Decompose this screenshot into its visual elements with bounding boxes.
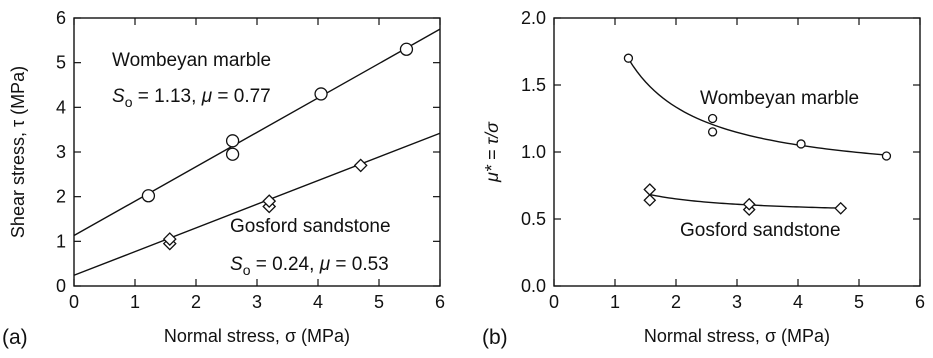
plot-area-b [553,17,921,287]
data-points-a [141,42,414,251]
point-wombeyan-marble [707,127,718,137]
x-axis-label-a: Normal stress, σ (MPa) [164,326,350,346]
y-tick-label: 5 [56,53,66,73]
y-ticks-b: 0.0 0.5 1.0 1.5 2.0 [521,8,920,296]
point-gosford-sandstone [742,197,756,211]
x-tick-label: 3 [732,292,742,312]
x-tick-label: 5 [374,292,384,312]
point-wombeyan-marble [314,87,328,101]
point-gosford-sandstone [643,183,657,196]
data-points-b [623,53,892,217]
point-wombeyan-marble [881,151,892,161]
fit-line-gosford-sandstone [73,132,441,276]
x-tick-label: 1 [610,292,620,312]
y-axis-label-b: μ* = τ/σ [482,121,502,183]
annotation-wombeyan-a: Wombeyan marble [112,50,271,71]
point-wombeyan-marble [399,42,414,56]
annotation-wombeyan-b: Wombeyan marble [700,88,859,109]
y-tick-label: 1.5 [521,75,546,95]
point-gosford-sandstone [262,194,277,209]
panel-b: 0 1 2 3 4 5 6 0.0 0.5 1.0 1.5 2.0 Normal stress, σ… [482,8,925,349]
x-tick-label: 5 [854,292,864,312]
y-tick-label: 1 [56,231,66,251]
y-tick-label: 0 [56,276,66,296]
y-tick-label: 4 [56,97,66,117]
point-wombeyan-marble [707,113,718,124]
y-tick-label: 2 [56,187,66,207]
fit-lines-a [73,28,441,276]
x-axis-label-b: Normal stress, σ (MPa) [644,326,830,346]
fit-line-wombeyan-marble [627,58,887,156]
x-tick-label: 6 [915,292,925,312]
point-wombeyan-marble [796,139,806,149]
panel-label-b: (b) [482,326,508,349]
point-wombeyan-marble [623,53,634,63]
annotation-gosford-b: Gosford sandstone [680,220,841,241]
x-tick-label: 2 [191,292,201,312]
point-gosford-sandstone [834,201,848,215]
x-tick-label: 3 [252,292,262,312]
annotation-wombeyan-params-a: So = 1.13, μ = 0.77 [112,86,271,110]
panel-label-a: (a) [2,326,28,349]
x-tick-label: 6 [435,292,445,312]
fit-line-wombeyan-marble [73,28,441,237]
x-tick-label: 4 [793,292,803,312]
point-gosford-sandstone [353,158,368,173]
x-ticks-a: 0 1 2 3 4 5 6 [69,18,445,312]
y-tick-label: 3 [56,142,66,162]
x-tick-label: 0 [549,292,559,312]
y-tick-label: 0.5 [521,209,546,229]
x-tick-label: 4 [313,292,323,312]
x-ticks-b: 0 1 2 3 4 5 6 [549,18,925,312]
point-gosford-sandstone [162,232,177,247]
y-tick-label: 2.0 [521,8,546,28]
annotation-gosford-a: Gosford sandstone [230,216,391,237]
x-tick-label: 1 [130,292,140,312]
y-tick-label: 6 [56,8,66,28]
y-tick-label: 0.0 [521,276,546,296]
point-wombeyan-marble [225,147,240,161]
y-ticks-a: 0 1 2 3 4 5 6 [56,8,440,296]
x-tick-label: 0 [69,292,79,312]
y-tick-label: 1.0 [521,142,546,162]
point-gosford-sandstone [643,193,657,207]
fit-curves-b [627,58,887,209]
point-wombeyan-marble [141,189,156,203]
annotation-gosford-params-a: So = 0.24, μ = 0.53 [230,254,389,278]
x-tick-label: 2 [671,292,681,312]
y-axis-label-a: Shear stress, τ (MPa) [8,66,28,238]
point-wombeyan-marble [225,134,240,148]
panel-a: 0 1 2 3 4 5 6 0 1 2 3 4 5 6 Normal stress, σ (MPa) S… [2,8,445,349]
